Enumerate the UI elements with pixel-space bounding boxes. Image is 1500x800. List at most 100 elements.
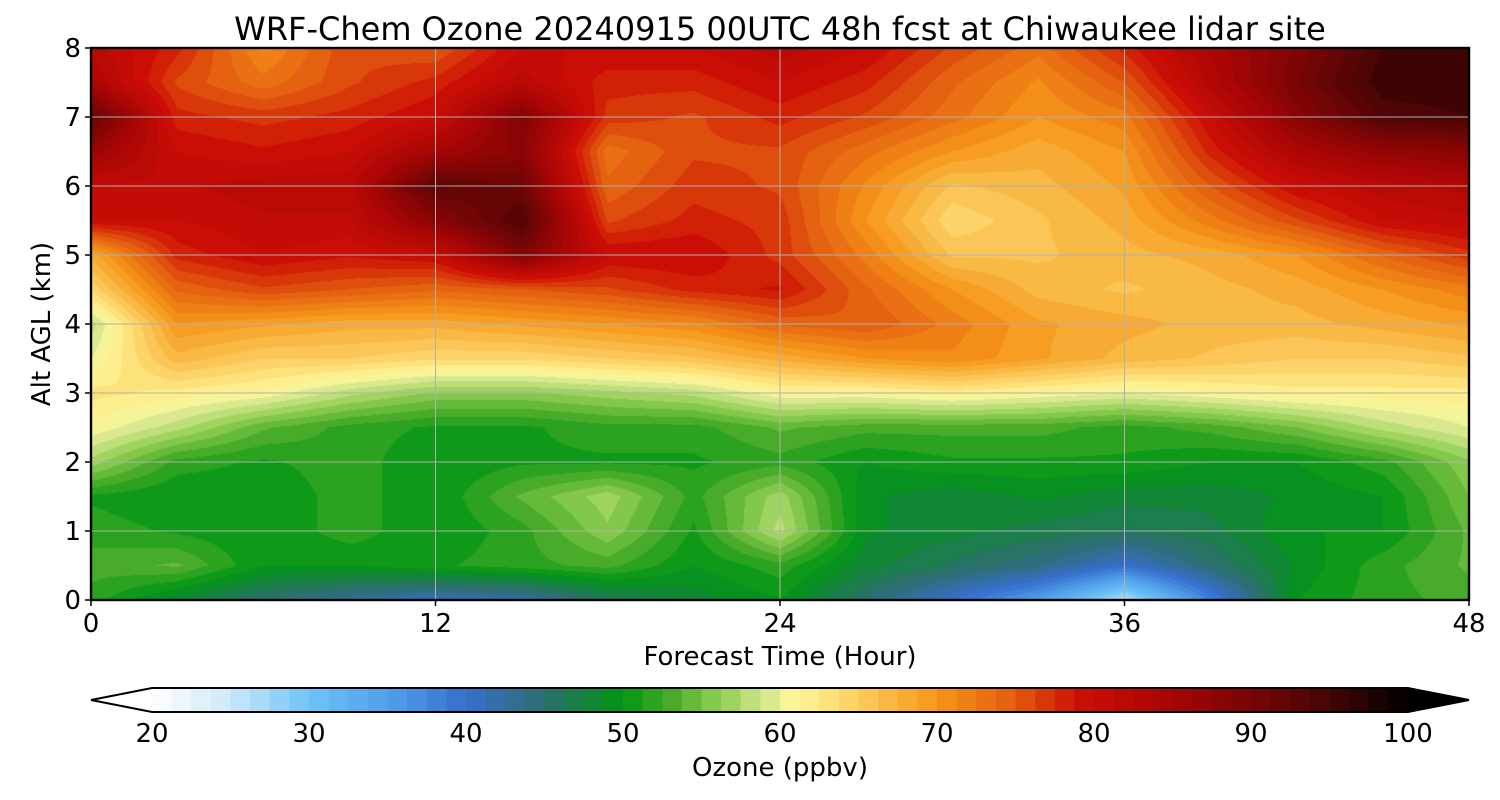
colorbar-segment bbox=[564, 688, 585, 712]
grid-lines bbox=[91, 48, 1469, 600]
colorbar-segment bbox=[623, 688, 644, 712]
x-tick-label: 0 bbox=[83, 609, 100, 639]
colorbar-segment bbox=[858, 688, 879, 712]
x-tick-label: 12 bbox=[419, 609, 452, 639]
colorbar-segment bbox=[937, 688, 958, 712]
y-tick-label: 1 bbox=[64, 517, 81, 547]
colorbar-segment bbox=[780, 688, 801, 712]
y-tick-label: 6 bbox=[64, 172, 81, 202]
colorbar-segment bbox=[387, 688, 408, 712]
colorbar-segment bbox=[995, 688, 1016, 712]
colorbar-segment bbox=[1388, 688, 1409, 712]
colorbar-segment bbox=[1015, 688, 1036, 712]
colorbar-segment bbox=[348, 688, 369, 712]
colorbar-extend-low bbox=[91, 688, 152, 712]
colorbar-segment bbox=[269, 688, 290, 712]
y-tick-label: 8 bbox=[64, 34, 81, 64]
colorbar-segment bbox=[505, 688, 526, 712]
colorbar-segment bbox=[799, 688, 820, 712]
colorbar-segment bbox=[1368, 688, 1389, 712]
x-tick-label: 36 bbox=[1108, 609, 1141, 639]
colorbar-segment bbox=[701, 688, 722, 712]
y-tick-label: 3 bbox=[64, 379, 81, 409]
colorbar-segment bbox=[878, 688, 899, 712]
colorbar-segment bbox=[897, 688, 918, 712]
colorbar-segment bbox=[681, 688, 702, 712]
colorbar-segment bbox=[1329, 688, 1350, 712]
colorbar-ticks: 20 30 40 50 60 70 80 90 100 bbox=[135, 719, 1432, 749]
colorbar-segment bbox=[976, 688, 997, 712]
colorbar-tick-label: 70 bbox=[920, 719, 953, 749]
y-axis: 0 1 2 3 4 5 6 7 8 bbox=[64, 34, 91, 616]
colorbar-segment bbox=[446, 688, 467, 712]
colorbar-outline bbox=[90, 687, 1470, 713]
colorbar-segment bbox=[191, 688, 212, 712]
colorbar-segment bbox=[1192, 688, 1213, 712]
colorbar-segment bbox=[1113, 688, 1134, 712]
y-tick-label: 4 bbox=[64, 310, 81, 340]
colorbar-tick-label: 30 bbox=[292, 719, 325, 749]
colorbar-segment bbox=[917, 688, 938, 712]
colorbar-segment bbox=[1035, 688, 1056, 712]
colorbar-tick-label: 80 bbox=[1077, 719, 1110, 749]
colorbar-segment bbox=[583, 688, 604, 712]
colorbar-segment bbox=[230, 688, 251, 712]
colorbar-segment bbox=[485, 688, 506, 712]
colorbar-segment bbox=[956, 688, 977, 712]
colorbar-segment bbox=[1309, 688, 1330, 712]
colorbar bbox=[90, 687, 1470, 713]
colorbar-segment bbox=[760, 688, 781, 712]
y-tick-label: 2 bbox=[64, 448, 81, 478]
y-tick-label: 7 bbox=[64, 103, 81, 133]
colorbar-tick-label: 40 bbox=[449, 719, 482, 749]
colorbar-segment bbox=[1290, 688, 1311, 712]
colorbar-tick-label: 20 bbox=[135, 719, 168, 749]
colorbar-segment bbox=[1251, 688, 1272, 712]
y-tick-label: 5 bbox=[64, 241, 81, 271]
colorbar-segment bbox=[171, 688, 192, 712]
colorbar-segment bbox=[328, 688, 349, 712]
colorbar-segment bbox=[426, 688, 447, 712]
colorbar-segment bbox=[1349, 688, 1370, 712]
colorbar-segment bbox=[367, 688, 388, 712]
colorbar-segment bbox=[1270, 688, 1291, 712]
colorbar-tick-label: 90 bbox=[1234, 719, 1267, 749]
colorbar-segment bbox=[1211, 688, 1232, 712]
colorbar-segment bbox=[838, 688, 859, 712]
colorbar-segment bbox=[1152, 688, 1173, 712]
x-tick-label: 24 bbox=[763, 609, 796, 639]
y-axis-label: Alt AGL (km) bbox=[27, 242, 57, 406]
x-axis: 0 12 24 36 48 bbox=[83, 600, 1486, 639]
colorbar-segment bbox=[1054, 688, 1075, 712]
colorbar-segment bbox=[524, 688, 545, 712]
colorbar-segment bbox=[466, 688, 487, 712]
colorbar-segment bbox=[407, 688, 428, 712]
colorbar-segment bbox=[819, 688, 840, 712]
colorbar-extend-high bbox=[1408, 688, 1469, 712]
colorbar-segment bbox=[309, 688, 330, 712]
colorbar-tick-label: 60 bbox=[763, 719, 796, 749]
colorbar-tick-label: 100 bbox=[1383, 719, 1433, 749]
chart-title: WRF-Chem Ozone 20240915 00UTC 48h fcst a… bbox=[234, 10, 1326, 48]
colorbar-segment bbox=[1172, 688, 1193, 712]
colorbar-segment bbox=[603, 688, 624, 712]
y-tick-label: 0 bbox=[64, 586, 81, 616]
colorbar-segment bbox=[1231, 688, 1252, 712]
colorbar-segment bbox=[721, 688, 742, 712]
colorbar-segment bbox=[152, 688, 173, 712]
colorbar-label: Ozone (ppbv) bbox=[692, 753, 868, 783]
colorbar-segment bbox=[1094, 688, 1115, 712]
x-tick-label: 48 bbox=[1452, 609, 1485, 639]
colorbar-segment bbox=[250, 688, 271, 712]
colorbar-segment bbox=[1074, 688, 1095, 712]
colorbar-segment bbox=[210, 688, 231, 712]
colorbar-segment bbox=[289, 688, 310, 712]
colorbar-segment bbox=[662, 688, 683, 712]
x-axis-label: Forecast Time (Hour) bbox=[643, 642, 916, 672]
colorbar-segment bbox=[642, 688, 663, 712]
colorbar-segment bbox=[740, 688, 761, 712]
colorbar-tick-label: 50 bbox=[606, 719, 639, 749]
colorbar-segment bbox=[1133, 688, 1154, 712]
colorbar-segment bbox=[544, 688, 565, 712]
